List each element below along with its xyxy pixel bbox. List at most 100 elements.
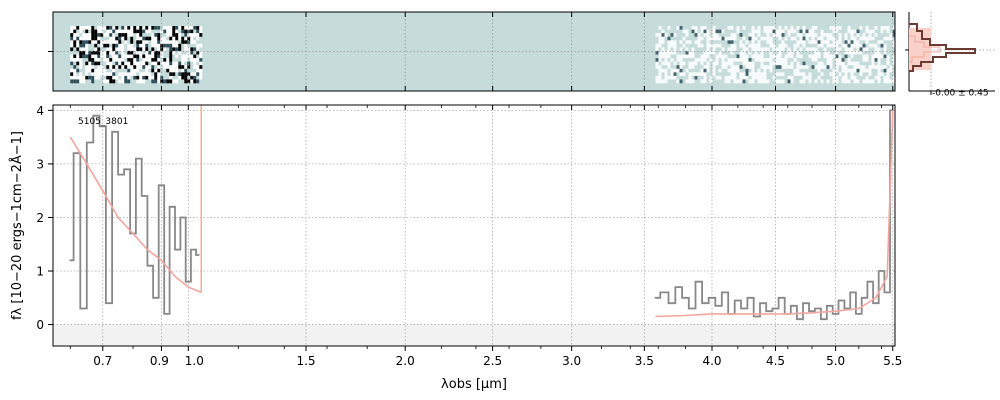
heatmap-cell [829,75,833,80]
heatmap-cell [679,33,683,37]
heatmap-cell [736,33,740,37]
heatmap-cell [130,33,134,37]
heatmap-cell [730,61,734,66]
heatmap-cell [868,72,872,77]
heatmap-cell [655,79,659,84]
heatmap-cell [82,75,86,80]
heatmap-cell [865,50,869,55]
heatmap-cell [865,36,869,41]
heatmap-cell [733,75,737,80]
x-tick-label: 0.7 [93,354,112,368]
heatmap-cell [184,40,188,45]
hist-line [909,23,976,72]
heatmap-cell [706,79,710,84]
heatmap-cell [823,72,827,77]
heatmap-cell [778,29,782,34]
heatmap-cell [154,43,158,48]
heatmap-cell [793,40,797,45]
heatmap-cell [76,29,80,34]
heatmap-cell [163,75,167,80]
heatmap-cell [832,33,836,37]
heatmap-cell [859,61,863,66]
heatmap-cell [181,68,185,73]
heatmap-cell [763,50,767,55]
heatmap-cell [772,68,776,73]
heatmap-cell [760,50,764,55]
heatmap-cell [142,36,146,41]
heatmap-cell [679,50,683,55]
heatmap-cell [196,68,200,73]
heatmap-cell [790,65,794,70]
heatmap-cell [166,33,170,37]
data-point [737,299,739,302]
heatmap-cell [658,75,662,80]
heatmap-cell [169,68,173,73]
heatmap-cell [751,65,755,70]
heatmap-cell [727,50,731,55]
heatmap-cell [199,47,203,52]
heatmap-cell [871,61,875,66]
heatmap-cell [841,54,845,59]
heatmap-cell [103,43,107,48]
heatmap-cell [829,29,833,34]
heatmap-cell [124,79,128,84]
heatmap-cell [157,36,161,41]
heatmap-cell [847,40,851,45]
heatmap-cell [778,50,782,55]
heatmap-cell [88,72,92,77]
heatmap-cell [163,65,167,70]
heatmap-cell [799,58,803,62]
heatmap-cell [718,54,722,59]
heatmap-cell [145,68,149,73]
heatmap-cell [724,79,728,84]
heatmap-cell [175,29,179,34]
heatmap-cell [877,61,881,66]
heatmap-cell [736,58,740,62]
heatmap-cell [799,26,803,30]
heatmap-cell [169,50,173,55]
heatmap-cell [799,43,803,48]
heatmap-cell [811,36,815,41]
heatmap-cell [799,61,803,66]
data-point [762,302,764,305]
heatmap-cell [124,29,128,34]
heatmap-cell [808,75,812,80]
heatmap-cell [655,65,659,70]
heatmap-cell [844,68,848,73]
heatmap-cell [715,68,719,73]
heatmap-cell [745,68,749,73]
heatmap-cell [679,43,683,48]
heatmap-cell [787,26,791,30]
heatmap-cell [196,47,200,52]
heatmap-cell [754,40,758,45]
heatmap-cell [85,65,89,70]
data-point [182,216,184,219]
heatmap-cell [160,61,164,66]
heatmap-cell [808,43,812,48]
heatmap-cell [883,65,887,70]
heatmap-cell [127,36,131,41]
heatmap-cell [103,65,107,70]
heatmap-cell [874,68,878,73]
heatmap-cell [106,75,110,80]
heatmap-cell [148,75,152,80]
heatmap-cell [661,26,665,30]
heatmap-cell [826,47,830,52]
heatmap-cell [76,68,80,73]
heatmap-cell [190,75,194,80]
heatmap-cell [814,47,818,52]
heatmap-cell [775,72,779,77]
heatmap-cell [694,68,698,73]
heatmap-cell [877,72,881,77]
heatmap-cell [784,50,788,55]
heatmap-cell [820,26,824,30]
data-point [101,125,104,128]
heatmap-cell [664,36,668,41]
heatmap-cell [154,26,158,30]
heatmap-cell [175,43,179,48]
heatmap-cell [100,54,104,59]
heatmap-cell [88,65,92,70]
heatmap-cell [127,43,131,48]
heatmap-cell [184,72,188,77]
heatmap-cell [862,43,866,48]
